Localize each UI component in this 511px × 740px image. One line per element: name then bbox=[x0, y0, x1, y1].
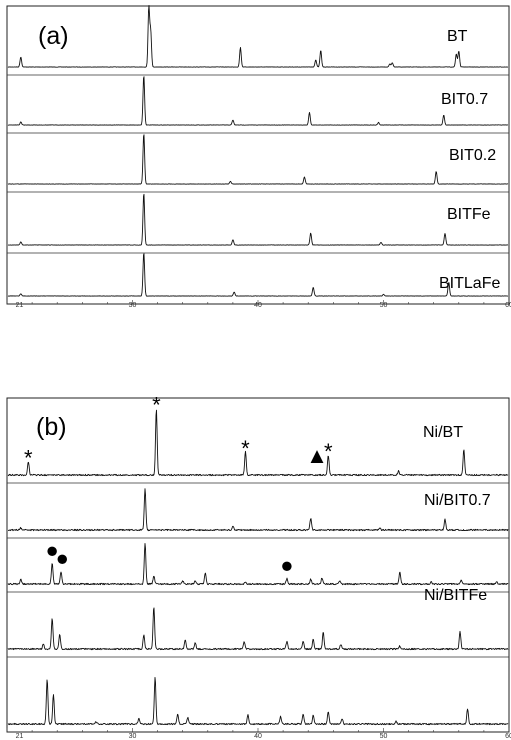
series-label: BIT0.2 bbox=[449, 147, 496, 164]
x-tick-label: 60 bbox=[505, 302, 511, 309]
series-label: Ni/BT bbox=[423, 424, 463, 441]
series-2: BIT0.7 bbox=[7, 76, 509, 126]
panel-a: 21 30 40 50 60 (a) BT BIT0.7 BIT0.2 BITFe BITLaFe bbox=[6, 4, 511, 309]
diffraction-trace bbox=[7, 253, 509, 297]
diffraction-trace bbox=[7, 134, 509, 185]
series-label: BIT0.7 bbox=[441, 91, 488, 108]
series-label: BITLaFe bbox=[439, 275, 500, 292]
diffraction-trace bbox=[7, 409, 509, 477]
diffraction-trace bbox=[7, 543, 509, 586]
panel-b: 21 30 40 50 60(b) Ni/BT*** *▲Ni/BIT0.7●● ●Ni/BI… bbox=[6, 393, 511, 740]
asterisk-marker: * bbox=[24, 446, 33, 471]
diffraction-trace bbox=[7, 607, 509, 651]
panel-label: (a) bbox=[38, 22, 69, 50]
asterisk-marker: * bbox=[241, 436, 250, 461]
x-tick-label: 21 bbox=[16, 733, 24, 740]
series-1: Ni/BT*** *▲ bbox=[7, 393, 509, 477]
series-4: Ni/BITFe bbox=[7, 587, 509, 651]
x-tick-label: 30 bbox=[129, 733, 137, 740]
diffraction-trace bbox=[7, 76, 509, 126]
diffraction-trace bbox=[8, 488, 509, 532]
x-tick-label: 40 bbox=[254, 733, 262, 740]
diffraction-trace bbox=[7, 193, 509, 246]
x-tick-label: 50 bbox=[380, 733, 388, 740]
asterisk-marker: * bbox=[152, 393, 161, 418]
series-3: ●● ● bbox=[7, 537, 509, 586]
series-5: BITLaFe bbox=[7, 253, 509, 297]
x-axis: 21 30 40 50 60 bbox=[6, 728, 511, 740]
circle-marker: ● bbox=[56, 546, 69, 571]
panel-frame bbox=[6, 5, 510, 305]
circle-marker: ● bbox=[46, 537, 59, 562]
series-label: BITFe bbox=[447, 206, 491, 223]
series-3: BIT0.2 bbox=[7, 134, 509, 185]
x-tick-label: 50 bbox=[380, 302, 388, 309]
panel-label: (b) bbox=[36, 413, 67, 441]
panel-frame bbox=[6, 397, 510, 733]
series-label: Ni/BIT0.7 bbox=[424, 492, 491, 509]
series-5 bbox=[7, 676, 509, 726]
series-label: Ni/BITFe bbox=[424, 587, 487, 604]
x-tick-label: 40 bbox=[254, 302, 262, 309]
diffraction-trace bbox=[7, 4, 509, 68]
x-tick-label: 60 bbox=[505, 733, 511, 740]
asterisk-marker: * bbox=[324, 439, 333, 464]
series-2: Ni/BIT0.7 bbox=[8, 488, 509, 532]
diffraction-trace bbox=[7, 676, 509, 726]
series-1: BT bbox=[7, 4, 509, 68]
x-axis: 21 30 40 50 60 bbox=[6, 300, 511, 309]
x-tick-label: 21 bbox=[16, 302, 24, 309]
series-4: BITFe bbox=[7, 193, 509, 246]
x-tick-label: 30 bbox=[129, 302, 137, 309]
circle-marker: ● bbox=[280, 553, 293, 578]
triangle-marker: ▲ bbox=[306, 443, 328, 468]
series-label: BT bbox=[447, 28, 468, 45]
